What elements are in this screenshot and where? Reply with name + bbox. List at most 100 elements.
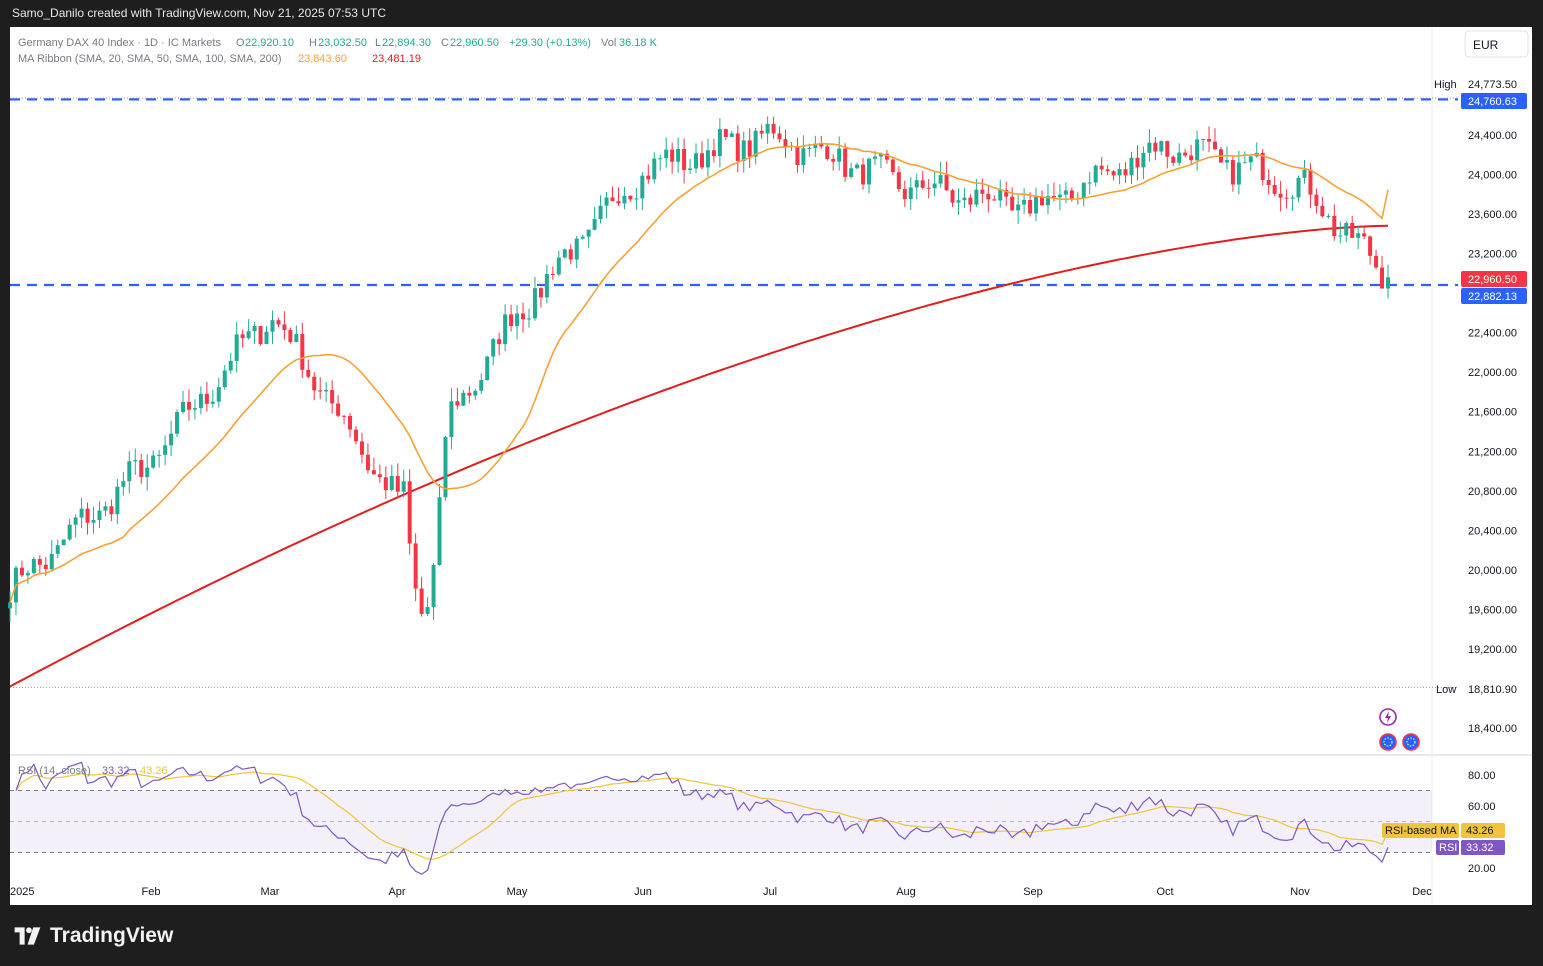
rsi-pane[interactable]: RSI (14, close) 33.32 43.26 80.00 60.00 20…: [10, 761, 1505, 875]
candle-body: [55, 545, 60, 554]
candle-body: [371, 470, 376, 475]
candle-body: [771, 123, 776, 134]
candle-body: [37, 559, 42, 565]
candle-body: [407, 481, 412, 544]
rsi-tick: 80.00: [1468, 770, 1496, 782]
candle-body: [705, 150, 710, 168]
candles[interactable]: [8, 116, 1390, 622]
candle-body: [1004, 189, 1009, 197]
candle-body: [1314, 194, 1319, 206]
sma20-line-group[interactable]: [9, 142, 1389, 603]
candle-body: [91, 520, 96, 523]
candle-body: [538, 288, 543, 298]
candle-body: [664, 149, 669, 159]
candle-body: [598, 205, 603, 220]
ma-ribbon-label: MA Ribbon (SMA, 20, SMA, 50, SMA, 100, S…: [18, 53, 282, 65]
candle-body: [169, 433, 174, 446]
candle-body: [330, 390, 335, 404]
candle-body: [461, 392, 466, 406]
price-tick: 20,800.00: [1468, 486, 1517, 498]
candle-body: [348, 415, 353, 430]
candle-body: [980, 189, 985, 194]
candle-body: [1028, 199, 1033, 214]
candle-body: [986, 193, 991, 200]
candle-body: [861, 164, 866, 185]
candle-body: [521, 313, 526, 320]
candle-body: [353, 429, 358, 442]
candle-body: [783, 139, 788, 148]
candle-body: [962, 197, 967, 201]
candle-body: [652, 158, 657, 180]
rsi-axis[interactable]: 80.00 60.00 20.00: [1468, 770, 1496, 875]
rsi-ma-value: 43.26: [1466, 825, 1494, 837]
candle-body: [676, 148, 681, 162]
candle-body: [497, 339, 502, 345]
candle-body: [640, 175, 645, 199]
tradingview-logo-icon: [14, 927, 41, 945]
candle-body: [365, 454, 370, 471]
level-bottom-value: 22,882.13: [1468, 291, 1517, 303]
price-tick: 24,400.00: [1468, 130, 1517, 142]
candle-body: [1129, 157, 1134, 176]
symbol-legend: Germany DAX 40 Index · 1D · IC Markets O…: [18, 37, 658, 65]
tradingview-logo[interactable]: TradingView: [12, 924, 173, 948]
candle-body: [1278, 193, 1283, 198]
candle-body: [747, 140, 752, 157]
rsi-tick: 60.00: [1468, 801, 1496, 813]
ohlc-low-label: L: [375, 37, 381, 49]
candle-body: [1326, 215, 1331, 217]
candle-body: [526, 318, 531, 320]
candle-body: [544, 274, 549, 298]
candle-body: [151, 455, 156, 468]
candle-body: [383, 477, 388, 490]
price-axis[interactable]: 24,400.00 24,000.00 23,600.00 23,200.00 22,4…: [1468, 130, 1517, 735]
candle-body: [1099, 165, 1104, 170]
candle-body: [670, 149, 675, 162]
rsi-ma-value-tag: [1461, 823, 1505, 838]
candle-body: [1141, 152, 1146, 168]
candle-body: [1195, 139, 1200, 161]
candle-body: [586, 229, 591, 237]
earnings-flag-icon[interactable]: [1379, 733, 1397, 751]
candle-body: [938, 175, 943, 184]
rsi-legend-ma-value: 43.26: [140, 765, 168, 777]
chart-frame[interactable]: [10, 27, 1532, 905]
low-marker-label: Low: [1436, 684, 1456, 696]
candle-body: [67, 524, 72, 540]
rsi-tag: [1436, 840, 1459, 855]
candle-body: [574, 238, 579, 260]
time-axis[interactable]: 2025 Feb Mar Apr May Jun Jul Aug Sep Oct Nov Dec: [10, 886, 1432, 898]
ohlc-low-value: 22,894.30: [382, 37, 431, 49]
candle-body: [318, 390, 323, 392]
candle-body: [1302, 169, 1307, 178]
candle-body: [1374, 255, 1379, 268]
candle-body: [819, 143, 824, 147]
candle-body: [855, 164, 860, 169]
candle-body: [97, 510, 102, 521]
candle-body: [359, 441, 364, 455]
time-tick: Sep: [1023, 886, 1043, 898]
candle-body: [592, 219, 597, 230]
currency-button[interactable]: EUR: [1464, 30, 1529, 58]
dividend-flag-icon[interactable]: [1402, 733, 1420, 751]
candle-body: [1087, 182, 1092, 184]
candle-body: [1123, 169, 1128, 176]
candle-body: [1338, 235, 1343, 237]
candle-body: [1308, 169, 1313, 195]
sma200-line-group[interactable]: [9, 224, 1389, 688]
candle-body: [509, 314, 514, 327]
candle-body: [240, 334, 245, 339]
event-icons[interactable]: [1379, 708, 1420, 751]
candle-body: [765, 123, 770, 134]
candle-body: [998, 189, 1003, 201]
candle-body: [807, 147, 812, 149]
candle-body: [777, 133, 782, 140]
time-tick: Oct: [1156, 886, 1173, 898]
rsi-value-tag: [1461, 840, 1505, 855]
candle-body: [753, 130, 758, 157]
candle-body: [1290, 197, 1295, 199]
candle-body: [604, 197, 609, 206]
candle-body: [395, 476, 400, 492]
candle-body: [1153, 142, 1158, 152]
